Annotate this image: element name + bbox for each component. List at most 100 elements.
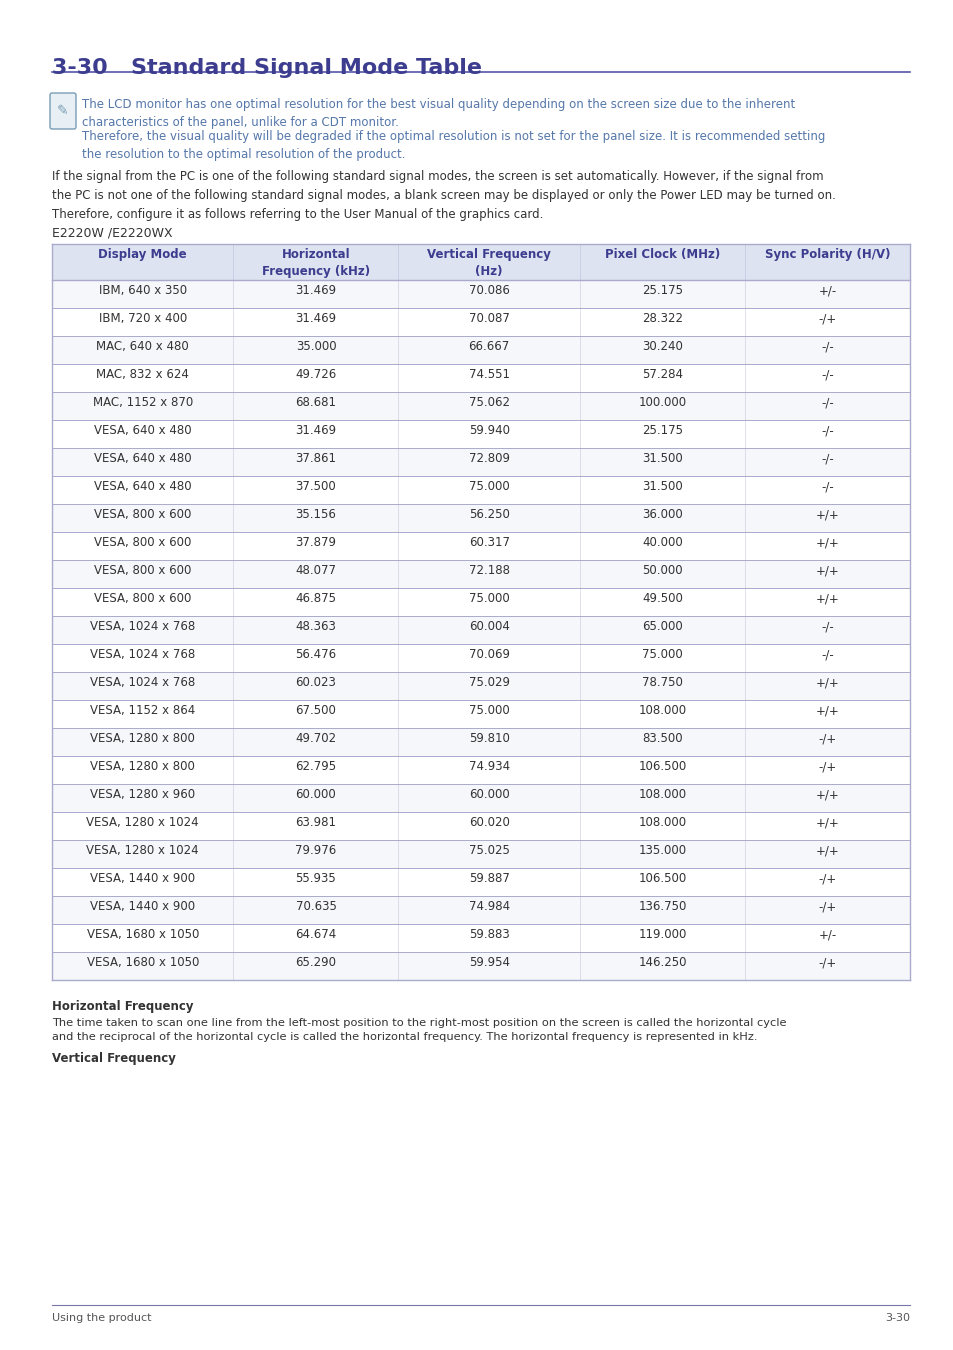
Bar — [52, 504, 909, 532]
Bar — [52, 896, 909, 923]
Bar — [52, 728, 909, 756]
Text: 108.000: 108.000 — [638, 815, 686, 829]
Text: 59.883: 59.883 — [468, 927, 509, 941]
Text: 49.702: 49.702 — [295, 732, 336, 745]
Text: 106.500: 106.500 — [638, 760, 686, 774]
Text: 108.000: 108.000 — [638, 703, 686, 717]
Bar — [52, 756, 909, 784]
Text: 46.875: 46.875 — [295, 593, 336, 605]
Text: 55.935: 55.935 — [295, 872, 336, 886]
Text: +/+: +/+ — [815, 788, 839, 801]
Bar — [52, 811, 909, 840]
Bar — [52, 279, 909, 308]
Text: 146.250: 146.250 — [638, 956, 686, 969]
Text: +/+: +/+ — [815, 564, 839, 576]
Text: 65.000: 65.000 — [641, 620, 682, 633]
Bar — [52, 244, 909, 279]
Text: 60.000: 60.000 — [295, 788, 336, 801]
Text: VESA, 1440 x 900: VESA, 1440 x 900 — [91, 900, 195, 913]
Text: VESA, 1152 x 864: VESA, 1152 x 864 — [90, 703, 195, 717]
Text: 60.020: 60.020 — [468, 815, 509, 829]
Bar — [52, 336, 909, 364]
Text: +/-: +/- — [818, 927, 836, 941]
Text: +/+: +/+ — [815, 703, 839, 717]
Text: 108.000: 108.000 — [638, 788, 686, 801]
Text: 30.240: 30.240 — [641, 340, 682, 352]
Text: Horizontal Frequency: Horizontal Frequency — [52, 1000, 193, 1012]
Text: 49.500: 49.500 — [641, 593, 682, 605]
Text: +/+: +/+ — [815, 676, 839, 688]
Text: 60.004: 60.004 — [468, 620, 509, 633]
Text: +/-: +/- — [818, 284, 836, 297]
Text: 75.000: 75.000 — [468, 703, 509, 717]
Text: VESA, 1680 x 1050: VESA, 1680 x 1050 — [87, 956, 199, 969]
Text: -/-: -/- — [821, 340, 833, 352]
Text: Horizontal
Frequency (kHz): Horizontal Frequency (kHz) — [262, 248, 370, 278]
Text: VESA, 640 x 480: VESA, 640 x 480 — [93, 481, 192, 493]
Text: 78.750: 78.750 — [641, 676, 682, 688]
Text: 74.551: 74.551 — [468, 369, 509, 381]
Text: -/-: -/- — [821, 424, 833, 437]
Bar — [52, 868, 909, 896]
Text: 59.810: 59.810 — [468, 732, 509, 745]
Bar — [52, 616, 909, 644]
Text: 65.290: 65.290 — [295, 956, 336, 969]
Text: 75.000: 75.000 — [641, 648, 682, 662]
Text: 70.086: 70.086 — [468, 284, 509, 297]
Bar — [52, 477, 909, 504]
Text: 119.000: 119.000 — [638, 927, 686, 941]
Text: 35.000: 35.000 — [295, 340, 336, 352]
Text: The time taken to scan one line from the left-most position to the right-most po: The time taken to scan one line from the… — [52, 1018, 785, 1042]
Text: -/-: -/- — [821, 648, 833, 662]
Text: 31.500: 31.500 — [641, 481, 682, 493]
Bar — [52, 392, 909, 420]
Text: 28.322: 28.322 — [641, 312, 682, 325]
Text: VESA, 640 x 480: VESA, 640 x 480 — [93, 424, 192, 437]
Text: 75.000: 75.000 — [468, 593, 509, 605]
Bar — [52, 701, 909, 728]
Text: -/-: -/- — [821, 620, 833, 633]
Text: 59.954: 59.954 — [468, 956, 509, 969]
Bar — [52, 784, 909, 811]
Text: 49.726: 49.726 — [295, 369, 336, 381]
Text: VESA, 1024 x 768: VESA, 1024 x 768 — [90, 676, 195, 688]
Bar — [52, 840, 909, 868]
Bar — [52, 532, 909, 560]
FancyBboxPatch shape — [50, 93, 76, 130]
Text: Display Mode: Display Mode — [98, 248, 187, 261]
Text: 83.500: 83.500 — [641, 732, 682, 745]
Text: 50.000: 50.000 — [641, 564, 682, 576]
Text: IBM, 640 x 350: IBM, 640 x 350 — [98, 284, 187, 297]
Text: 48.077: 48.077 — [295, 564, 336, 576]
Text: 48.363: 48.363 — [295, 620, 336, 633]
Text: 60.023: 60.023 — [295, 676, 336, 688]
Text: 35.156: 35.156 — [295, 508, 336, 521]
Text: 75.000: 75.000 — [468, 481, 509, 493]
Text: 67.500: 67.500 — [295, 703, 336, 717]
Text: 74.984: 74.984 — [468, 900, 509, 913]
Text: IBM, 720 x 400: IBM, 720 x 400 — [98, 312, 187, 325]
Text: 56.250: 56.250 — [468, 508, 509, 521]
Bar — [52, 308, 909, 336]
Text: +/+: +/+ — [815, 536, 839, 549]
Text: 72.809: 72.809 — [468, 452, 509, 464]
Text: VESA, 1280 x 800: VESA, 1280 x 800 — [91, 760, 195, 774]
Text: 63.981: 63.981 — [295, 815, 336, 829]
Text: 25.175: 25.175 — [641, 424, 682, 437]
Text: 60.000: 60.000 — [468, 788, 509, 801]
Text: 36.000: 36.000 — [641, 508, 682, 521]
Text: 75.025: 75.025 — [468, 844, 509, 857]
Text: 68.681: 68.681 — [295, 396, 336, 409]
Text: 31.469: 31.469 — [295, 284, 336, 297]
Text: -/+: -/+ — [818, 760, 836, 774]
Text: ✎: ✎ — [57, 104, 69, 117]
Text: 31.500: 31.500 — [641, 452, 682, 464]
Text: 64.674: 64.674 — [295, 927, 336, 941]
Text: 70.087: 70.087 — [468, 312, 509, 325]
Text: Vertical Frequency: Vertical Frequency — [52, 1052, 175, 1065]
Text: VESA, 1024 x 768: VESA, 1024 x 768 — [90, 648, 195, 662]
Bar — [52, 644, 909, 672]
Text: +/+: +/+ — [815, 508, 839, 521]
Text: 37.879: 37.879 — [295, 536, 336, 549]
Text: VESA, 1280 x 1024: VESA, 1280 x 1024 — [87, 844, 199, 857]
